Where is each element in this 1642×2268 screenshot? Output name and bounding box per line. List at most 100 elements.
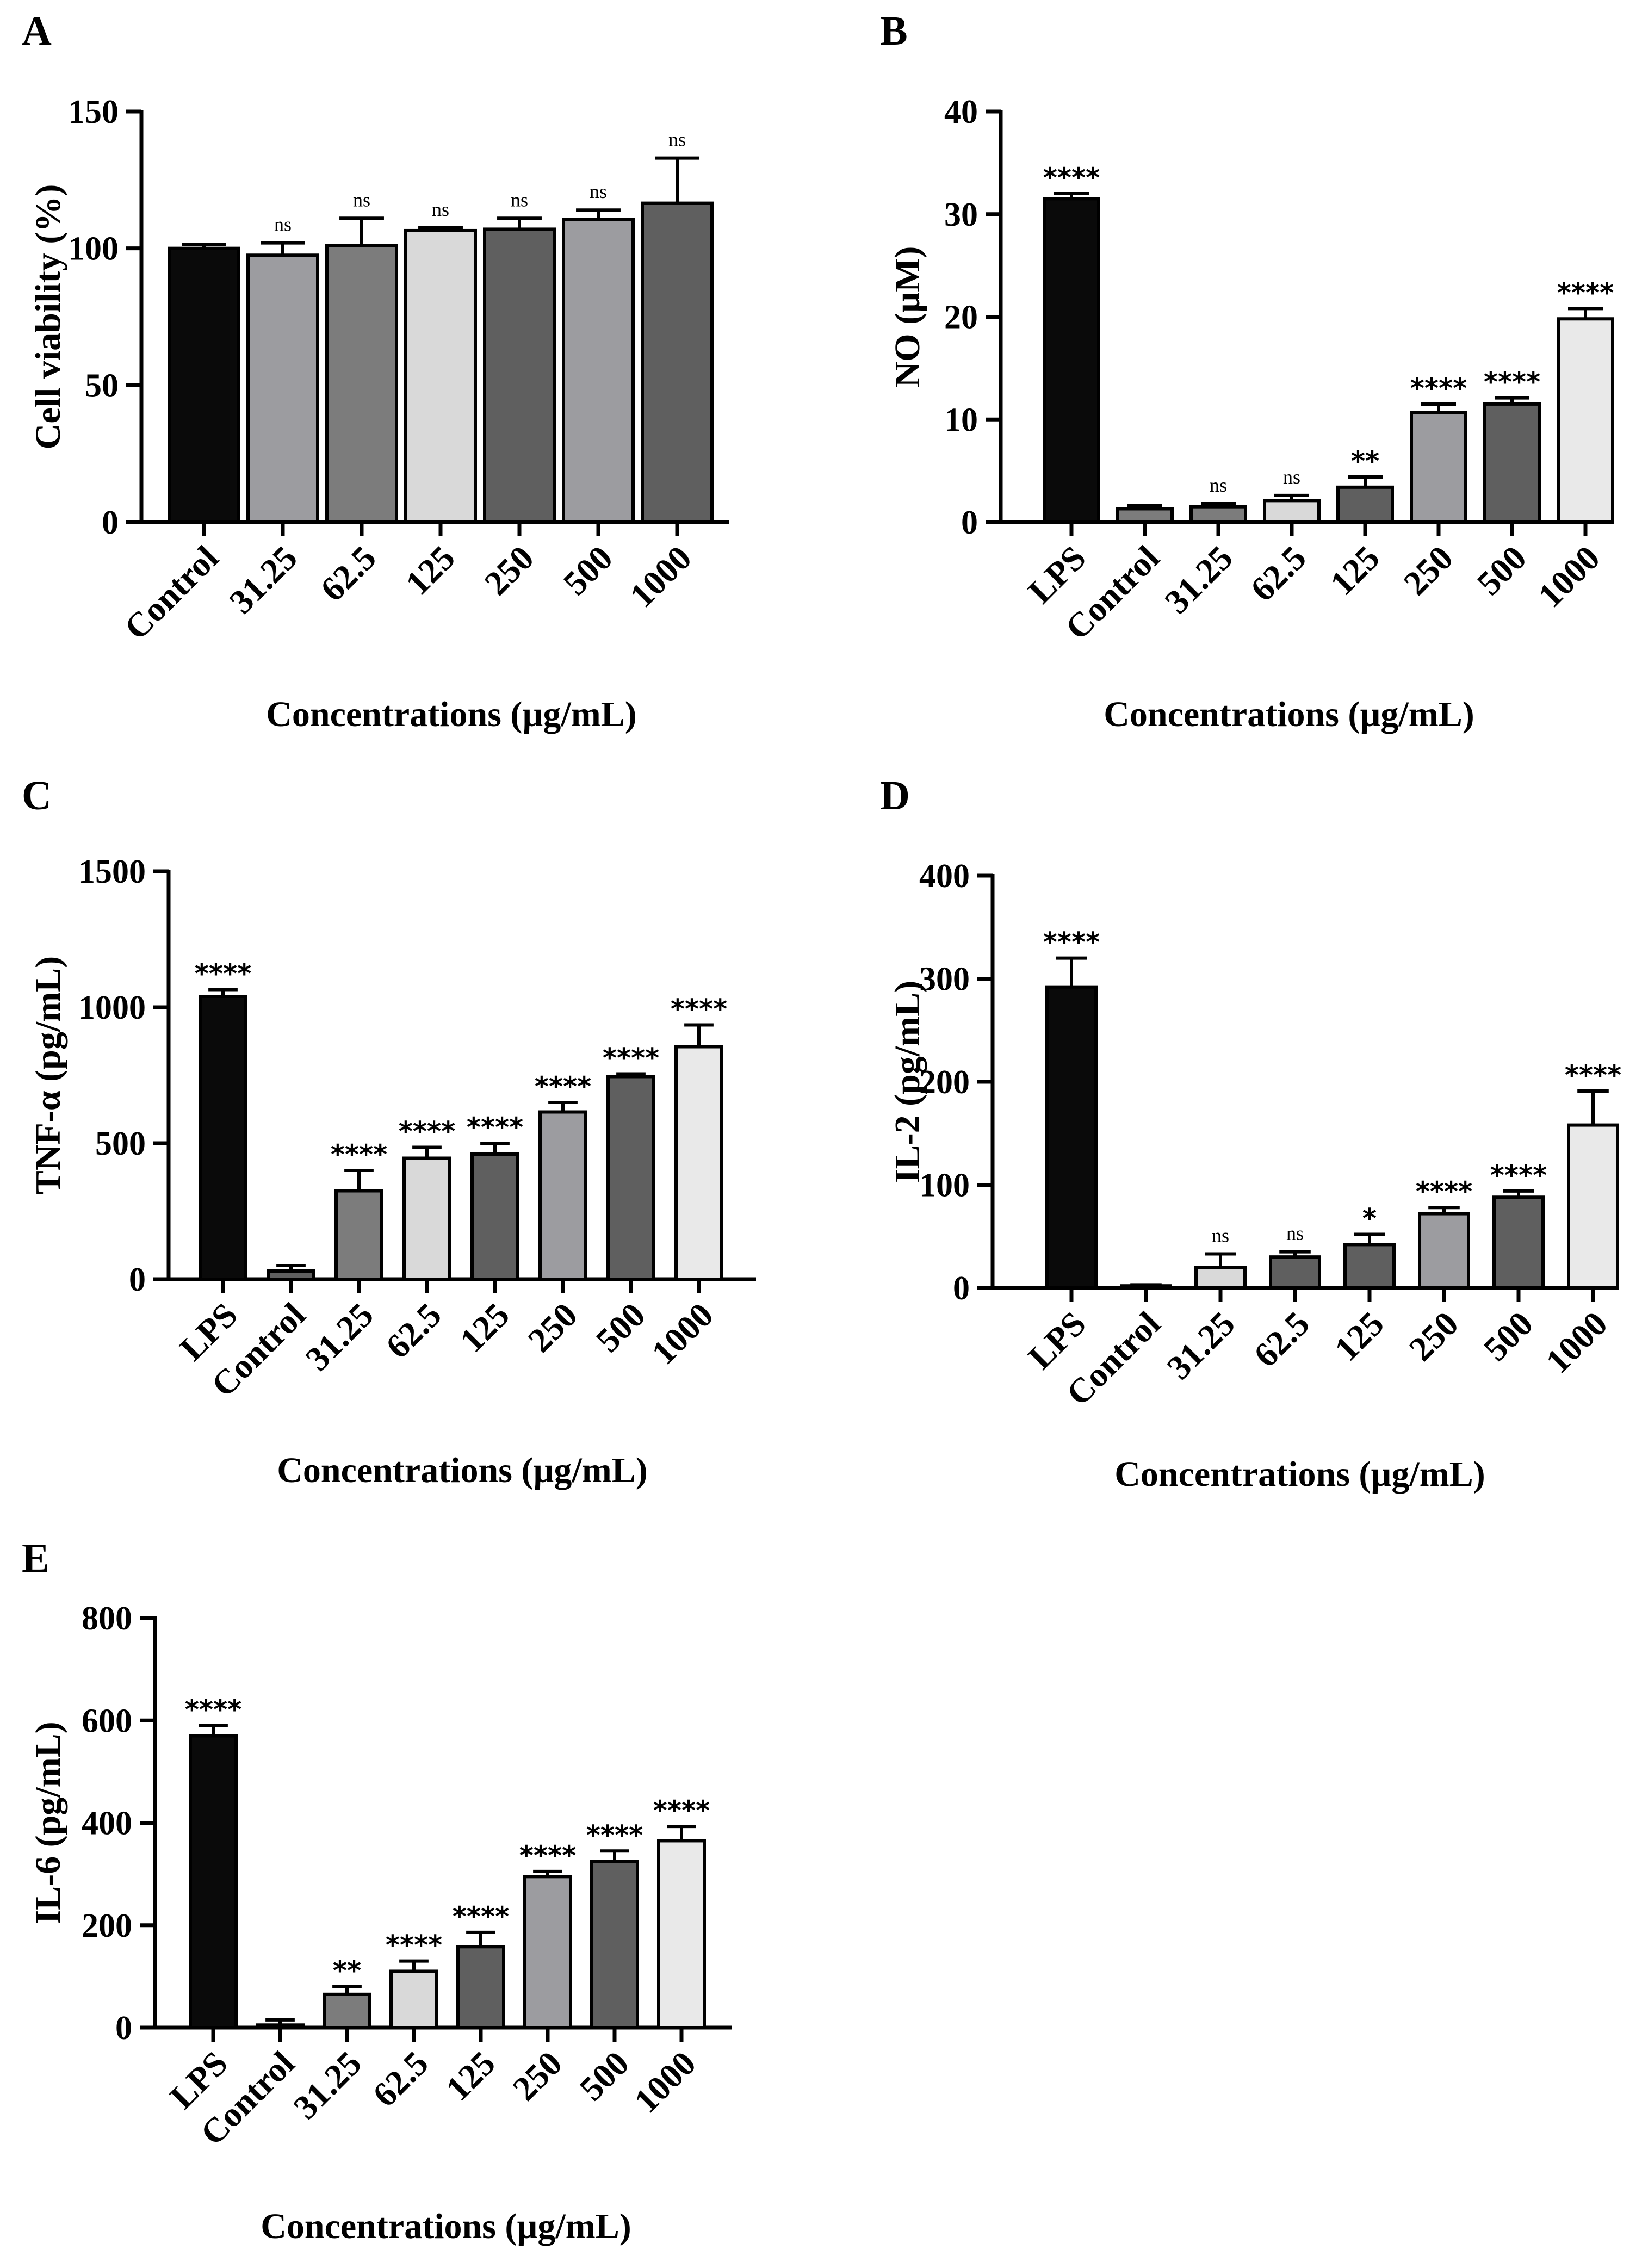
bar-250 — [1410, 411, 1467, 524]
x-axis-title: Concentrations (µg/mL) — [266, 695, 636, 734]
bar-lps — [1045, 985, 1098, 1290]
significance-label: **** — [331, 1139, 388, 1170]
significance-label: ns — [511, 189, 528, 210]
bar-1000 — [657, 1839, 706, 2030]
x-category-label: 250 — [477, 538, 541, 603]
x-category-label: 500 — [588, 1296, 653, 1360]
bar-250 — [483, 227, 556, 524]
y-tick-label: 800 — [82, 1600, 132, 1637]
x-category-label: 125 — [1323, 538, 1387, 603]
chart-panel-e: E0200400600800****LPSControl**31.25****6… — [22, 1535, 732, 2246]
significance-label: ns — [1212, 1224, 1229, 1246]
significance-label: **** — [1557, 277, 1614, 308]
y-tick-label: 200 — [82, 1907, 132, 1944]
panel-letter: B — [880, 8, 908, 54]
x-category-label: Control — [117, 538, 226, 647]
y-tick-label: 50 — [85, 367, 119, 404]
significance-label: **** — [535, 1071, 592, 1102]
bar-125 — [404, 228, 477, 524]
y-tick-label: 0 — [115, 2010, 132, 2047]
significance-label: ns — [590, 181, 607, 202]
bar-62.5 — [402, 1156, 451, 1281]
y-tick-label: 400 — [919, 858, 970, 895]
significance-label: **** — [1416, 1176, 1473, 1207]
significance-label: **** — [1043, 162, 1100, 194]
x-category-label: 500 — [572, 2044, 636, 2108]
x-category-label: 125 — [453, 1296, 517, 1360]
x-category-label: 250 — [505, 2044, 569, 2108]
significance-label: **** — [519, 1840, 577, 1872]
bar-31.25 — [334, 1189, 383, 1281]
y-tick-label: 100 — [919, 1167, 970, 1204]
significance-label: ns — [1210, 474, 1227, 496]
bar-125 — [470, 1152, 519, 1281]
x-category-label: 250 — [1396, 538, 1460, 603]
y-tick-label: 100 — [68, 231, 119, 268]
bar-1000 — [641, 201, 714, 524]
x-category-label: 62.5 — [1246, 1304, 1316, 1374]
bar-250 — [1418, 1212, 1470, 1290]
bar-125 — [456, 1945, 505, 2029]
y-tick-label: 1000 — [78, 989, 146, 1026]
significance-label: **** — [453, 1901, 510, 1932]
x-category-label: 125 — [1327, 1304, 1391, 1368]
bar-control — [267, 1269, 315, 1281]
x-category-label: 31.25 — [1157, 538, 1240, 621]
y-tick-label: 200 — [919, 1064, 970, 1101]
significance-label: ** — [333, 1955, 361, 1987]
significance-label: **** — [185, 1694, 242, 1726]
x-axis-title: Concentrations (µg/mL) — [261, 2207, 631, 2246]
bar-500 — [606, 1075, 655, 1281]
bar-62.5 — [1269, 1255, 1321, 1290]
significance-label: **** — [603, 1043, 660, 1074]
chart-panel-c: C050010001500****LPSControl****31.25****… — [22, 773, 756, 1490]
y-tick-label: 500 — [95, 1125, 146, 1162]
y-tick-label: 300 — [919, 961, 970, 998]
significance-label: **** — [671, 994, 728, 1025]
panel-letter: E — [22, 1535, 49, 1581]
y-tick-label: 1500 — [78, 853, 146, 890]
y-axis-title: IL-2 (pg/mL) — [888, 981, 927, 1183]
x-category-label: 62.5 — [378, 1296, 448, 1366]
panel-letter: A — [22, 8, 52, 54]
y-tick-label: 30 — [944, 196, 978, 233]
x-category-label: 1000 — [1538, 1304, 1615, 1381]
x-category-label: 31.25 — [298, 1296, 381, 1378]
x-category-label: 500 — [1470, 538, 1534, 603]
bar-lps — [199, 995, 247, 1281]
significance-label: **** — [586, 1819, 643, 1851]
significance-label: ns — [274, 214, 292, 236]
bar-125 — [1336, 485, 1394, 524]
bar-500 — [562, 218, 635, 524]
bar-31.25 — [323, 1992, 371, 2030]
significance-label: **** — [653, 1795, 710, 1826]
x-category-label: 1000 — [627, 2044, 703, 2121]
x-category-label: 1000 — [622, 538, 699, 615]
significance-label: ns — [1283, 466, 1300, 488]
significance-label: ns — [668, 129, 686, 151]
y-tick-label: 150 — [68, 94, 119, 131]
x-category-label: 62.5 — [1243, 538, 1313, 609]
x-axis-title: Concentrations (µg/mL) — [277, 1451, 647, 1490]
bar-62.5 — [325, 244, 398, 524]
significance-label: ** — [1351, 445, 1379, 477]
significance-label: **** — [1410, 373, 1467, 404]
y-axis-title: NO (µM) — [888, 246, 927, 388]
bar-1000 — [1567, 1123, 1619, 1290]
panel-letter: C — [22, 773, 52, 819]
y-tick-label: 0 — [953, 1270, 970, 1307]
bar-31.25 — [1194, 1266, 1247, 1290]
y-axis-title: Cell viability (%) — [28, 184, 68, 450]
bar-1000 — [674, 1045, 723, 1281]
significance-label: **** — [399, 1116, 456, 1148]
x-category-label: 125 — [438, 2044, 503, 2108]
y-tick-label: 0 — [102, 504, 119, 541]
significance-label: **** — [1484, 367, 1541, 398]
significance-label: **** — [1043, 927, 1100, 958]
bar-62.5 — [389, 1969, 438, 2029]
significance-label: **** — [1565, 1059, 1622, 1091]
bar-1000 — [1557, 317, 1614, 524]
x-category-label: 250 — [521, 1296, 585, 1360]
x-category-label: 31.25 — [1160, 1304, 1242, 1387]
